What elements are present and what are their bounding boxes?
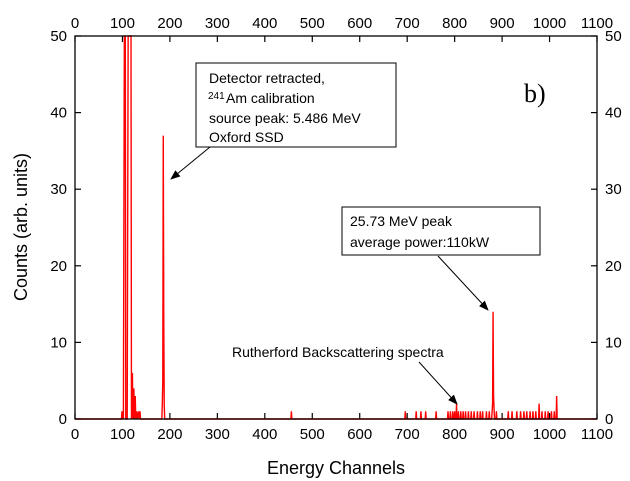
annotation-detector-line-2: Am calibration [226, 90, 315, 106]
y-tick-label-left: 50 [50, 28, 67, 45]
x-tick-label-top: 200 [157, 15, 182, 32]
x-tick-label-top: 900 [490, 15, 515, 32]
x-tick-label-bottom: 0 [71, 426, 79, 443]
panel-label: b) [524, 79, 546, 108]
x-tick-label-bottom: 1100 [581, 426, 613, 443]
plot-frame [74, 35, 598, 420]
x-tick-label-bottom: 800 [442, 426, 467, 443]
annotation-peak-box [341, 206, 541, 256]
annotation-peak-arrow [437, 255, 489, 311]
tick-labels: 0010010020020030030040040050050060060070… [50, 15, 621, 443]
x-tick-label-top: 1000 [533, 15, 566, 32]
x-tick-label-top: 600 [347, 15, 372, 32]
x-tick-label-top: 400 [252, 15, 277, 32]
annotation-detector-line-1: Detector retracted, [209, 70, 325, 86]
annotation-rbs-text: Rutherford Backscattering spectra [232, 344, 444, 360]
y-tick-label-left: 30 [50, 181, 67, 198]
annotation-peak-line-2: average power:110kW [350, 234, 490, 250]
annotation-detector-line-4: Oxford SSD [209, 129, 284, 145]
annotation-rbs-arrow [418, 361, 458, 405]
annotation-peak-line-1: 25.73 MeV peak [350, 213, 453, 229]
x-tick-label-bottom: 400 [252, 426, 277, 443]
x-tick-label-bottom: 900 [490, 426, 515, 443]
annotation-rbs: Rutherford Backscattering spectra [232, 344, 458, 405]
x-axis-title: Energy Channels [267, 458, 405, 478]
annotation-detector-arrow [170, 146, 211, 180]
y-tick-label-right: 40 [605, 105, 622, 122]
x-tick-label-bottom: 700 [395, 426, 420, 443]
y-tick-label-right: 20 [605, 258, 622, 275]
y-tick-label-left: 0 [59, 411, 67, 428]
x-tick-label-bottom: 100 [110, 426, 135, 443]
x-tick-label-top: 0 [71, 15, 79, 32]
x-tick-label-bottom: 1000 [533, 426, 566, 443]
x-tick-label-top: 500 [300, 15, 325, 32]
series-layer [75, 35, 597, 420]
annotation-detector: Detector retracted, 241 Am calibration s… [170, 62, 397, 180]
x-tick-label-top: 1100 [581, 15, 613, 32]
y-tick-label-right: 0 [605, 411, 613, 428]
annotation-detector-sup: 241 [208, 91, 225, 102]
x-tick-label-bottom: 500 [300, 426, 325, 443]
x-tick-label-top: 700 [395, 15, 420, 32]
y-tick-label-right: 30 [605, 181, 622, 198]
x-tick-label-bottom: 200 [157, 426, 182, 443]
y-axis-title: Counts (arb. units) [11, 153, 31, 301]
spectrum-line [75, 35, 597, 420]
y-tick-label-left: 20 [50, 258, 67, 275]
y-tick-label-right: 10 [605, 334, 622, 351]
annotation-peak: 25.73 MeV peak average power:110kW [341, 206, 541, 311]
x-tick-label-top: 100 [110, 15, 135, 32]
y-tick-label-left: 10 [50, 334, 67, 351]
x-tick-label-top: 800 [442, 15, 467, 32]
x-tick-label-bottom: 600 [347, 426, 372, 443]
x-tick-label-top: 300 [205, 15, 230, 32]
annotation-detector-box [195, 62, 397, 148]
y-tick-label-right: 50 [605, 28, 622, 45]
annotation-detector-line-3: source peak: 5.486 MeV [209, 110, 361, 126]
x-tick-label-bottom: 300 [205, 426, 230, 443]
y-tick-label-left: 40 [50, 105, 67, 122]
